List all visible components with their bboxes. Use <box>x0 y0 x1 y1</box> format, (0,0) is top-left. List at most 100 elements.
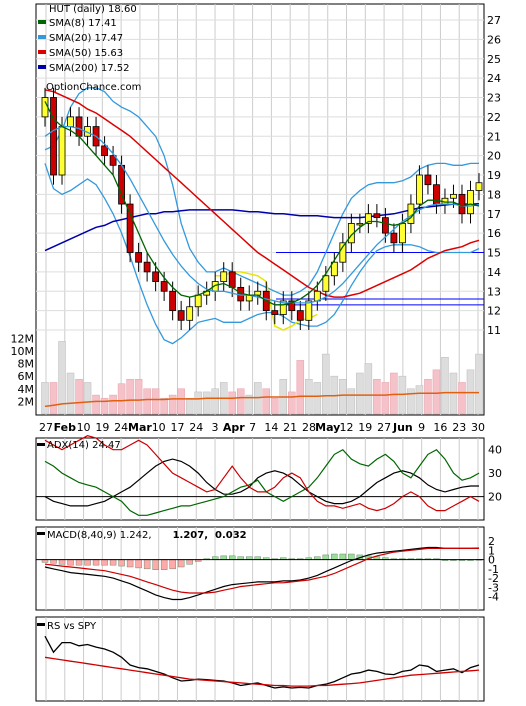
y-tick-label: 17 <box>487 208 501 221</box>
y-tick-label: 25 <box>487 53 501 66</box>
macd-histogram-bar <box>135 559 142 569</box>
rs-panel-frame <box>35 616 485 702</box>
upper-band-line <box>44 87 479 296</box>
candle-down <box>101 145 108 157</box>
x-tick-label: 27 <box>39 421 53 434</box>
legend-swatch <box>38 20 46 24</box>
volume-bar <box>364 363 373 415</box>
candle-up <box>475 182 483 191</box>
macd-histogram-bar <box>50 559 57 564</box>
x-tick-label: 28 <box>302 421 316 434</box>
x-tick-label: Mar <box>128 421 152 434</box>
candle-down <box>143 261 151 273</box>
candle-up <box>186 306 194 321</box>
volume-bar <box>356 372 364 415</box>
volume-bar <box>339 379 347 415</box>
candle-down <box>296 310 304 321</box>
macd-histogram-bar <box>109 559 117 566</box>
candle-down <box>390 232 398 244</box>
macd-panel-frame <box>35 526 485 611</box>
candle-down <box>75 116 83 137</box>
x-tick-label: 19 <box>358 421 372 434</box>
volume-bar <box>109 394 117 415</box>
x-tick-label: 24 <box>189 421 203 434</box>
y-tick-label: 11 <box>487 324 501 337</box>
legend-label: SMA(200) 17.52 <box>49 63 130 74</box>
legend-swatch <box>38 50 46 54</box>
volume-bar <box>49 382 58 415</box>
candle-up <box>364 213 372 224</box>
adx-series-line <box>44 448 480 516</box>
adx-legend-swatch <box>37 443 45 446</box>
candle-down <box>126 203 134 253</box>
x-tick-label: 19 <box>95 421 109 434</box>
macd-histogram-bar <box>152 559 159 570</box>
y-tick-label: 23 <box>487 92 501 105</box>
volume-bar <box>347 388 356 415</box>
y-tick-label: 20 <box>487 150 501 163</box>
volume-tick-label: 10M <box>11 345 35 358</box>
x-tick-label: 30 <box>471 421 485 434</box>
macd-histogram-bar <box>169 559 176 570</box>
volume-tick-label: 12M <box>11 332 35 345</box>
macd-histogram-bar <box>322 554 330 560</box>
candle-up <box>305 300 313 321</box>
volume-bar <box>66 372 75 415</box>
chart-title: HUT (daily) 18.60 <box>49 4 137 15</box>
x-tick-label: 10 <box>152 421 166 434</box>
macd-histogram-bar <box>75 559 83 566</box>
y-tick-label: 21 <box>487 130 501 143</box>
legend-swatch <box>38 35 46 39</box>
volume-bar <box>100 397 109 415</box>
volume-bar <box>390 372 398 415</box>
candle-up <box>330 261 338 277</box>
rs-series-line <box>44 656 480 687</box>
rs-legend-swatch <box>37 623 45 626</box>
candle-down <box>109 155 117 166</box>
candle-up <box>58 126 66 176</box>
macd-histogram-bar <box>58 559 66 565</box>
candle-down <box>271 310 279 315</box>
volume-bar <box>407 388 415 415</box>
candle-up <box>220 271 228 282</box>
x-tick-label: 12 <box>340 421 354 434</box>
volume-bar <box>143 388 151 415</box>
candle-up <box>67 116 74 127</box>
macd-tick-label: 2 <box>488 535 495 548</box>
volume-bar <box>415 385 424 415</box>
volume-bar <box>202 391 211 415</box>
adx-panel-frame <box>35 437 485 521</box>
volume-bar <box>245 394 253 415</box>
volume-bar <box>322 353 330 415</box>
macd-histogram-bar <box>331 553 338 560</box>
macd-tick-label: -3 <box>488 581 499 594</box>
volume-bar <box>458 382 466 415</box>
volume-bar <box>126 379 134 415</box>
sma8-line <box>44 101 480 306</box>
lower-band-line <box>44 163 480 345</box>
candle-up <box>194 294 202 308</box>
y-tick-label: 14 <box>487 266 501 279</box>
macd-title-part: MACD(8,40,9) 1.242, <box>47 530 152 541</box>
volume-tick-label: 2M <box>18 395 35 408</box>
candle-down <box>381 217 389 234</box>
volume-bar <box>211 388 219 415</box>
volume-bar <box>41 382 49 415</box>
volume-bar <box>134 379 143 415</box>
legend-label: SMA(20) 17.47 <box>49 33 123 44</box>
volume-bar <box>75 379 83 415</box>
x-tick-label: 3 <box>212 421 219 434</box>
macd-histogram-bar <box>118 559 125 567</box>
y-tick-label: 18 <box>487 188 501 201</box>
volume-tick-label: 6M <box>18 370 35 383</box>
candle-down <box>50 97 57 176</box>
sma50-line <box>44 89 480 298</box>
volume-bar <box>381 382 390 415</box>
legend-label: SMA(50) 15.63 <box>49 48 123 59</box>
candle-down <box>152 271 160 282</box>
candle-down <box>169 290 177 312</box>
macd-tick-label: -2 <box>488 572 499 585</box>
volume-bar <box>373 379 381 415</box>
volume-bar <box>177 388 185 415</box>
